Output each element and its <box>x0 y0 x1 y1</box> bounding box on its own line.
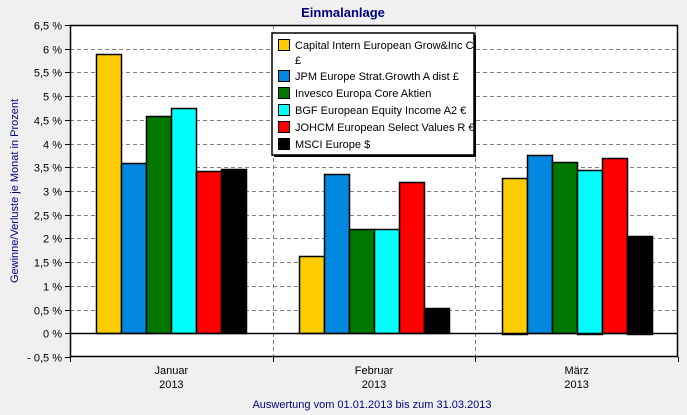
y-tick-label: 6 % <box>43 45 62 57</box>
bar <box>501 177 529 336</box>
bar <box>120 162 148 335</box>
bar <box>398 181 426 335</box>
plot-border <box>69 24 679 358</box>
legend-swatch <box>278 121 290 133</box>
legend-label: MSCI Europe $ <box>295 139 370 151</box>
y-tick-label: 2 % <box>43 234 62 246</box>
legend-swatch <box>278 138 290 150</box>
chart-title: Einmalanlage <box>301 5 385 20</box>
bar <box>195 170 223 335</box>
bar <box>298 255 326 335</box>
y-tick-label: 3 % <box>43 187 62 199</box>
legend-swatch <box>278 87 290 99</box>
legend-label: £ <box>295 55 301 67</box>
bar <box>423 307 451 335</box>
y-tick-label: 2,5 % <box>34 211 62 223</box>
y-axis: - 0,5 % 0 % 0,5 % 1 % 1,5 % 2 % 2,5 % 3 % 3,5 % 4… <box>27 21 70 365</box>
y-tick-label: 3,5 % <box>34 163 62 175</box>
y-tick-label: 0,5 % <box>34 306 62 318</box>
x-tick-label-month: Februar <box>355 365 394 377</box>
bar <box>551 161 579 335</box>
x-tick-label-year: 2013 <box>159 379 183 391</box>
y-tick-label: 4 % <box>43 140 62 152</box>
y-tick-label: 1,5 % <box>34 258 62 270</box>
legend-label: Capital Intern European Grow&Inc C <box>295 40 474 52</box>
x-tick-label-year: 2013 <box>564 379 588 391</box>
y-tick-label: 4,5 % <box>34 116 62 128</box>
bar <box>220 168 248 335</box>
legend-label: JPM Europe Strat.Growth A dist £ <box>295 71 459 83</box>
legend-label: JOHCM European Select Values R € <box>295 122 475 134</box>
x-tick-label-month: März <box>564 365 588 377</box>
y-tick-label: - 0,5 % <box>27 353 62 365</box>
y-tick-label: 0 % <box>43 329 62 341</box>
bar <box>576 169 604 336</box>
bar <box>373 228 401 335</box>
bar <box>601 157 629 335</box>
legend-swatch <box>278 104 290 116</box>
bar <box>323 173 351 335</box>
x-axis: Januar 2013 Februar 2013 März 2013 <box>70 357 679 391</box>
legend-swatch <box>278 70 290 82</box>
y-tick-label: 5,5 % <box>34 68 62 80</box>
bar <box>95 53 123 335</box>
y-axis-label: Gewinne/Verluste je Monat in Prozent <box>9 99 21 283</box>
bar <box>526 154 554 335</box>
legend-label: BGF European Equity Income A2 € <box>295 105 466 117</box>
y-tick-label: 5 % <box>43 92 62 104</box>
bar <box>348 228 376 335</box>
x-tick-label-month: Januar <box>155 365 189 377</box>
y-tick-label: 1 % <box>43 282 62 294</box>
x-tick-label-year: 2013 <box>362 379 386 391</box>
legend-label: Invesco Europa Core Aktien <box>295 88 431 100</box>
legend: Capital Intern European Grow&Inc C £ JPM E… <box>271 32 476 157</box>
x-axis-label: Auswertung vom 01.01.2013 bis zum 31.03.… <box>252 399 491 411</box>
y-tick-label: 6,5 % <box>34 21 62 33</box>
bar <box>626 235 654 336</box>
bar <box>170 107 198 335</box>
legend-swatch <box>278 39 290 51</box>
bar <box>145 115 173 335</box>
legend-box <box>271 32 475 156</box>
